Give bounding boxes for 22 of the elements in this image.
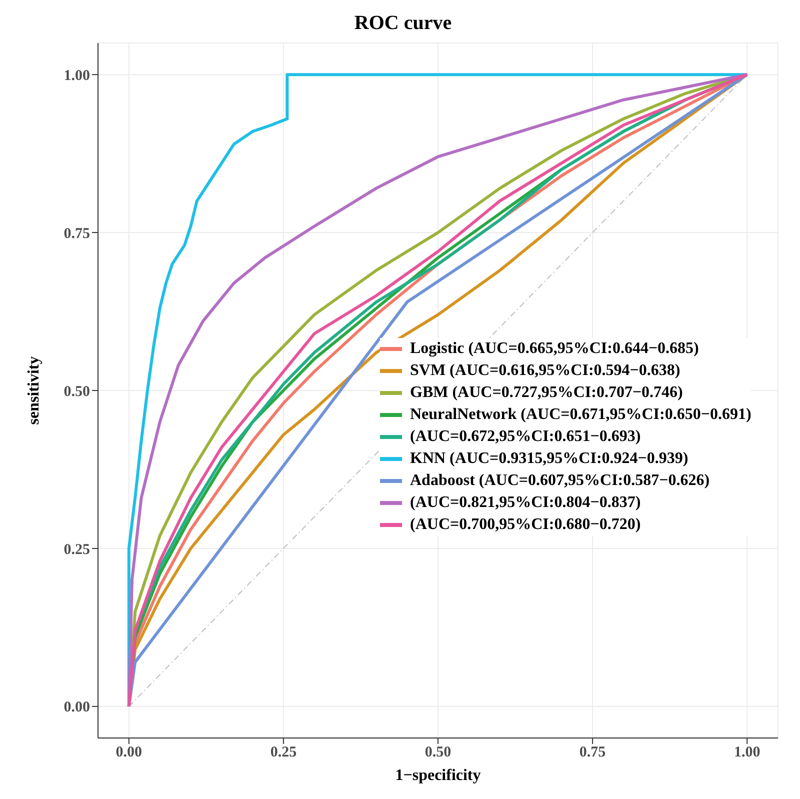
legend-label: NeuralNetwork (AUC=0.671,95%CI:0.650−0.691) — [410, 405, 752, 425]
y-tick-label: 0.50 — [64, 384, 90, 400]
x-axis-title: 1−specificity — [395, 767, 481, 784]
y-tick-label: 0.00 — [64, 700, 90, 716]
legend-label: GBM (AUC=0.727,95%CI:0.707−0.746) — [410, 383, 683, 403]
x-tick-label: 0.00 — [116, 744, 142, 761]
y-tick-label: 0.75 — [64, 226, 90, 242]
y-tick-label: 1.00 — [64, 68, 90, 84]
y-axis-title: sensitivity — [26, 356, 43, 425]
legend-label: KNN (AUC=0.9315,95%CI:0.924−0.939) — [410, 449, 688, 469]
legend-label: (AUC=0.672,95%CI:0.651−0.693) — [410, 427, 641, 447]
chart-title: ROC curve — [353, 11, 453, 36]
legend-label: (AUC=0.821,95%CI:0.804−0.837) — [410, 493, 641, 513]
legend-label: (AUC=0.700,95%CI:0.680−0.720) — [410, 515, 641, 535]
legend-label: Adaboost (AUC=0.607,95%CI:0.587−0.626) — [410, 471, 710, 491]
y-tick-label: 0.25 — [64, 542, 90, 558]
x-tick-label: 0.75 — [579, 744, 606, 761]
x-tick-label: 0.50 — [424, 744, 452, 761]
x-tick-label: 1.00 — [734, 744, 760, 761]
legend-label: Logistic (AUC=0.665,95%CI:0.644−0.685) — [410, 339, 699, 359]
legend-label: SVM (AUC=0.616,95%CI:0.594−0.638) — [410, 361, 680, 381]
x-tick-label: 0.25 — [270, 744, 297, 761]
